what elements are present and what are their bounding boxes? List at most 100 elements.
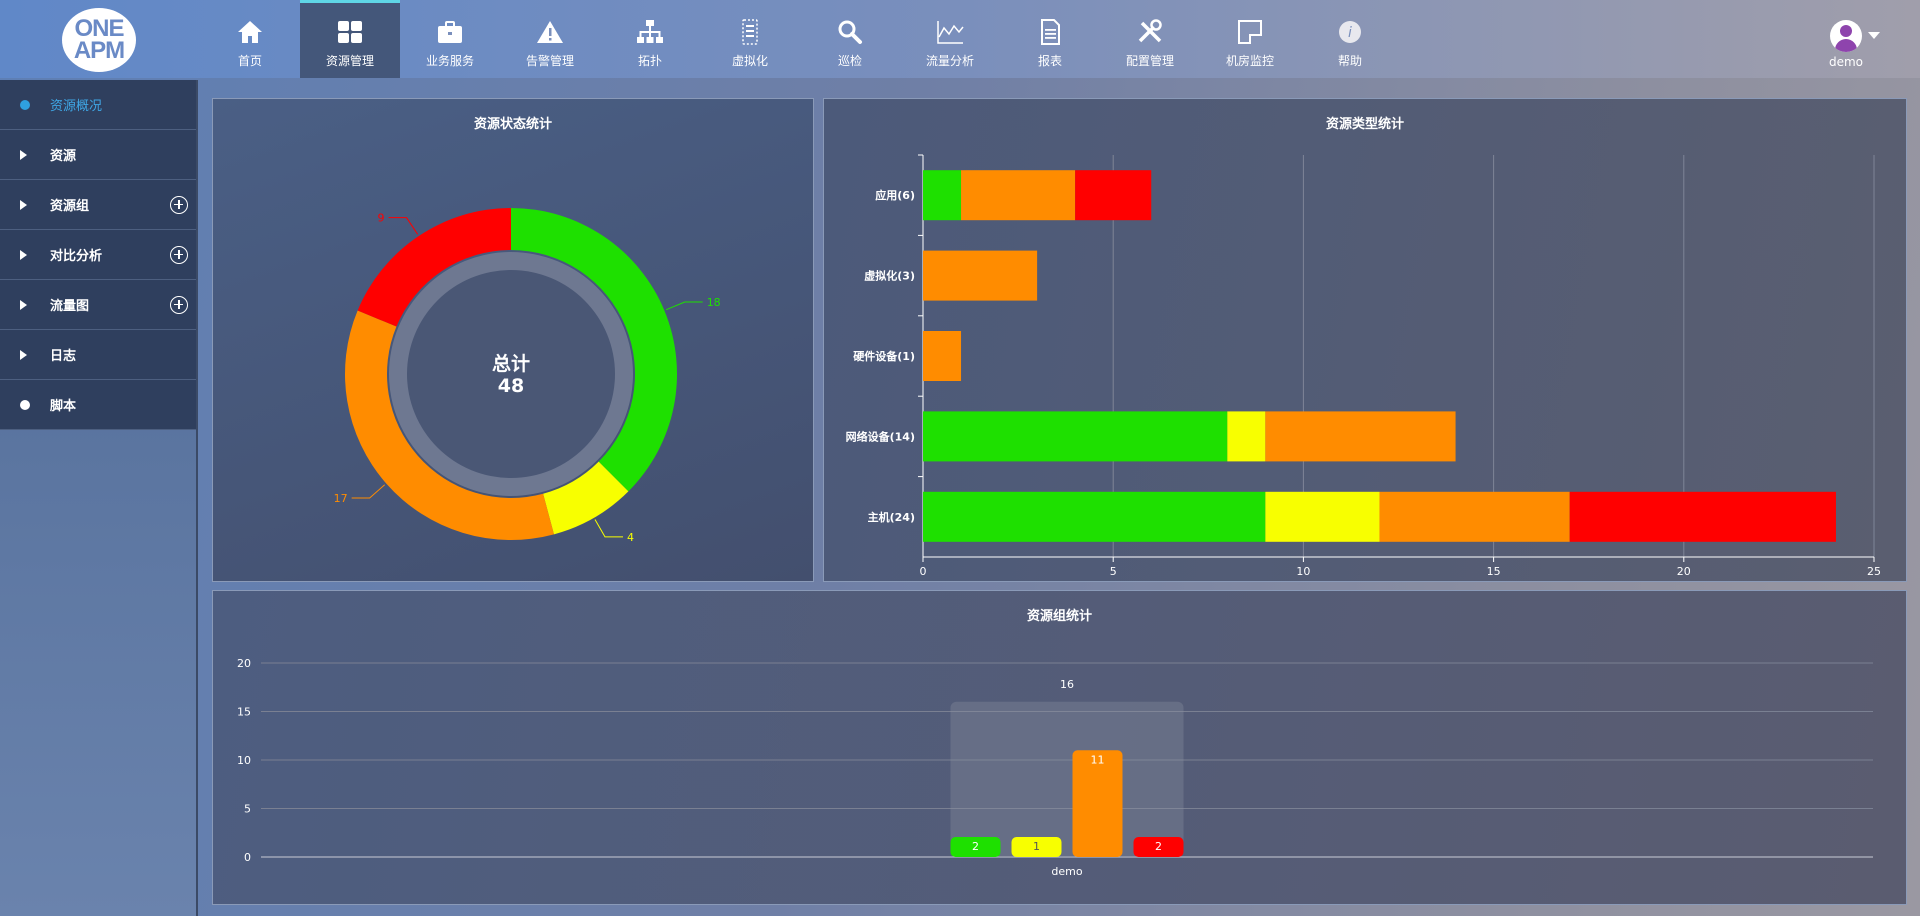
report-icon [1035,18,1065,46]
nav-item-virtual[interactable]: 虚拟化 [700,0,800,78]
search-icon [835,18,865,46]
nav-label: 首页 [237,54,262,68]
panel-title: 资源组统计 [1026,609,1092,624]
resource-group-panel: 资源组统计 0 5 10 15 20 16 2 1 11 2 demo [212,590,1907,905]
avatar-body [1835,39,1857,52]
nav-item-search[interactable]: 巡检 [800,0,900,78]
user-menu[interactable]: demo [1826,18,1886,72]
sidebar-item[interactable]: 资源 [0,130,196,180]
sidebar-item-label: 资源概况 [50,99,103,114]
nav-item-monitor[interactable]: 机房监控 [1200,0,1300,78]
bar-segment-minor [1379,491,1570,542]
nav-label: 配置管理 [1125,54,1174,68]
y-tick-label: 5 [244,803,251,816]
bar-segment-critical [1569,491,1836,542]
nav-item-topology[interactable]: 拓扑 [600,0,700,78]
y-category-label: 应用(6) [875,188,915,202]
info-icon: i [1335,18,1365,46]
nav-item-tools[interactable]: 配置管理 [1100,0,1200,78]
donut-label-critical: 9 [378,212,385,225]
bar-segment-minor [1265,411,1456,462]
nav-item-warning[interactable]: 告警管理 [500,0,600,78]
grid-icon [335,18,365,46]
panel-title: 资源状态统计 [473,117,552,132]
caret-right-icon [20,249,27,260]
donut-leader-warning [594,519,623,538]
donut-slice-minor [345,310,554,540]
nav-label: 报表 [1037,54,1062,68]
bar-value-label: 2 [972,840,979,853]
x-tick-label: 0 [920,565,927,578]
oneapm-logo[interactable]: ONE APM [62,8,136,72]
bar-critical [1133,837,1184,857]
nav-item-traffic[interactable]: 流量分析 [900,0,1000,78]
donut-leader-normal [666,301,703,311]
nav-item-briefcase[interactable]: 业务服务 [400,0,500,78]
y-tick-label: 10 [237,754,251,767]
sidebar-item-label: 日志 [50,349,77,364]
briefcase-icon [435,18,465,46]
x-tick-label: 10 [1296,565,1310,578]
add-circle-icon[interactable] [170,295,188,314]
donut-center [407,270,615,478]
sidebar-item[interactable]: 流量图 [0,280,196,330]
home-icon [235,18,265,46]
caret-right-icon [20,299,27,310]
nav-label: 资源管理 [325,54,374,68]
nav-label: 帮助 [1337,54,1362,68]
sidebar-item-label: 流量图 [50,299,90,314]
y-tick-label: 0 [244,851,251,864]
caret-right-icon [20,199,27,210]
sidebar-item-label: 对比分析 [50,249,103,264]
nav-item-report[interactable]: 报表 [1000,0,1100,78]
nav-label: 拓扑 [637,54,662,68]
sidebar-item[interactable]: 日志 [0,330,196,380]
logo-line-1: ONE [74,15,124,42]
sidebar-item-label: 脚本 [50,399,77,414]
nav-item-grid[interactable]: 资源管理 [300,0,400,78]
sidebar-item[interactable]: 脚本 [0,380,196,430]
donut-slice-normal [511,208,677,492]
y-category-label: 主机(24) [868,510,915,524]
main-nav: 首页 资源管理 业务服务 告警管理 拓扑 虚拟化 巡检 流量分析 报表 配置管理 机房监控 i 帮助 [200,0,1400,78]
donut-leader-minor [351,484,386,499]
nav-label: 告警管理 [525,54,574,68]
x-category-label: demo [1051,865,1082,878]
add-circle-icon[interactable] [170,245,188,264]
caret-right-icon [20,349,27,360]
y-category-label: 硬件设备(1) [853,349,915,363]
bar-segment-normal [923,170,962,221]
user-name: demo [1828,55,1864,69]
x-tick-label: 25 [1867,565,1881,578]
nav-item-home[interactable]: 首页 [200,0,300,78]
nav-label: 机房监控 [1225,54,1274,68]
nav-item-info[interactable]: i 帮助 [1300,0,1400,78]
caret-right-icon [20,149,27,160]
avatar[interactable] [1830,20,1862,52]
sidebar-item[interactable]: 资源组 [0,180,196,230]
donut-label-minor: 17 [334,492,348,505]
chevron-down-icon[interactable] [1868,32,1880,39]
traffic-icon [935,18,965,46]
nav-label: 巡检 [837,54,862,68]
logo-line-2: APM [73,37,125,64]
panel-title: 资源类型统计 [1325,117,1404,132]
nav-label: 业务服务 [425,54,474,68]
bar-minor [1072,750,1123,857]
nav-label: 虚拟化 [731,54,768,68]
group-total-label: 16 [1060,678,1074,691]
x-tick-label: 20 [1677,565,1691,578]
nav-label: 流量分析 [925,54,974,68]
sidebar-item[interactable]: 对比分析 [0,230,196,280]
sidebar-item[interactable]: 资源概况 [0,80,196,130]
tools-icon [1135,18,1165,46]
add-circle-icon[interactable] [170,195,188,214]
donut-label-warning: 4 [627,531,634,544]
bar-normal [950,837,1001,857]
bar-value-label: 11 [1091,753,1105,766]
resource-type-bar-chart: 0 5 10 15 20 25 应用(6) 虚拟化(3) 硬件设备(1) 网络设备(14) 主机(2… [846,154,1881,578]
sidebar: 资源概况资源 资源组对比分析流量图日志脚本 [0,80,198,916]
bar-segment-warning [1227,411,1266,462]
